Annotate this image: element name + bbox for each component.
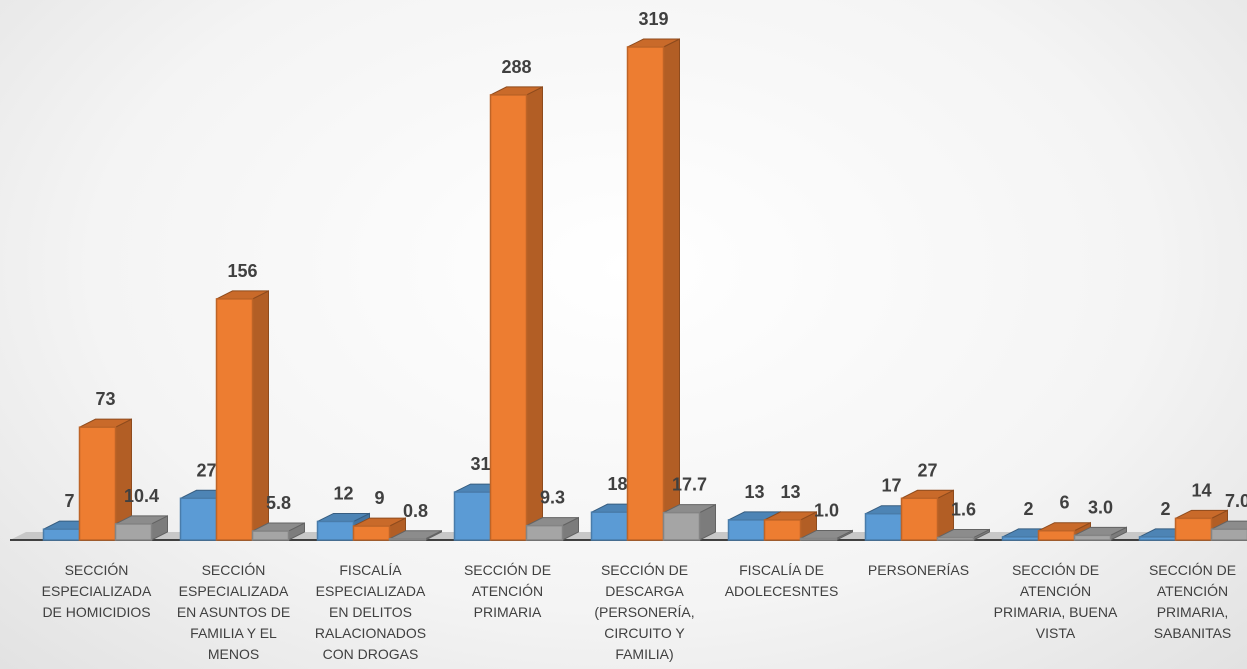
bar-side [526, 86, 543, 541]
value-label: 27 [196, 460, 216, 480]
x-tick-label: SECCIÓN ESPECIALIZADA DE HOMICIDIOS [41, 562, 152, 620]
value-label: 6 [1059, 493, 1069, 513]
value-label: 31 [470, 454, 490, 474]
bar [525, 524, 564, 541]
value-label: 17 [881, 476, 901, 496]
bar-side [663, 38, 680, 541]
value-label: 1.0 [814, 500, 839, 520]
bar [626, 46, 665, 541]
bar [215, 298, 254, 541]
value-label: 2 [1023, 499, 1033, 519]
bar [590, 511, 629, 541]
x-tick-label: FISCALÍA ESPECIALIZADA EN DELITOS RALACI… [314, 562, 427, 662]
value-label: 3.0 [1088, 497, 1113, 517]
x-tick-label: SECCIÓN DE ATENCIÓN PRIMARIA [463, 562, 552, 620]
bar [42, 528, 81, 541]
value-label: 27 [917, 460, 937, 480]
value-label: 9 [374, 488, 384, 508]
bar [1138, 536, 1177, 541]
bar [1210, 528, 1247, 541]
bar [1073, 534, 1112, 541]
value-label: 7.0 [1225, 491, 1247, 511]
bar [453, 491, 492, 541]
x-tick-label: SECCIÓN DE DESCARGA (PERSONERÍA, CIRCUIT… [594, 562, 695, 662]
value-label: 10.4 [124, 486, 159, 506]
value-label: 12 [333, 483, 353, 503]
bar [388, 538, 427, 541]
value-label: 13 [744, 482, 764, 502]
value-label: 0.8 [403, 501, 428, 521]
x-tick-label: SECCIÓN ESPECIALIZADA EN ASUNTOS DE FAMI… [176, 562, 291, 662]
bar [727, 519, 766, 541]
value-label: 288 [501, 57, 531, 77]
x-tick-label: PERSONERÍAS [867, 562, 970, 578]
value-label: 13 [780, 482, 800, 502]
bar [114, 523, 153, 541]
bar [1001, 536, 1040, 541]
bar [864, 512, 903, 541]
bar [251, 530, 290, 541]
bar [78, 426, 117, 541]
bar [662, 511, 701, 541]
x-tick-label: SECCIÓN DE ATENCIÓN PRIMARIA, SABANITAS [1148, 562, 1237, 641]
value-label: 14 [1191, 480, 1211, 500]
value-label: 1.6 [951, 500, 976, 520]
bar [1037, 529, 1076, 541]
value-label: 18 [607, 474, 627, 494]
bar [489, 94, 528, 541]
value-label: 319 [638, 9, 668, 29]
value-label: 5.8 [266, 493, 291, 513]
bar [900, 497, 939, 541]
bar [316, 520, 355, 541]
value-label: 156 [227, 261, 257, 281]
value-label: 7 [64, 491, 74, 511]
value-label: 9.3 [540, 488, 565, 508]
value-label: 2 [1160, 499, 1170, 519]
x-tick-label: SECCIÓN DE ATENCIÓN PRIMARIA, BUENA VIST… [993, 562, 1118, 641]
bar [799, 537, 838, 541]
bar [352, 525, 391, 541]
bar [763, 519, 802, 541]
bar [936, 536, 975, 541]
value-label: 73 [95, 389, 115, 409]
value-label: 17.7 [672, 475, 707, 495]
x-tick-label: FISCALÍA DE ADOLECESNTES [724, 562, 839, 599]
bar [179, 497, 218, 541]
bar [1174, 517, 1213, 541]
